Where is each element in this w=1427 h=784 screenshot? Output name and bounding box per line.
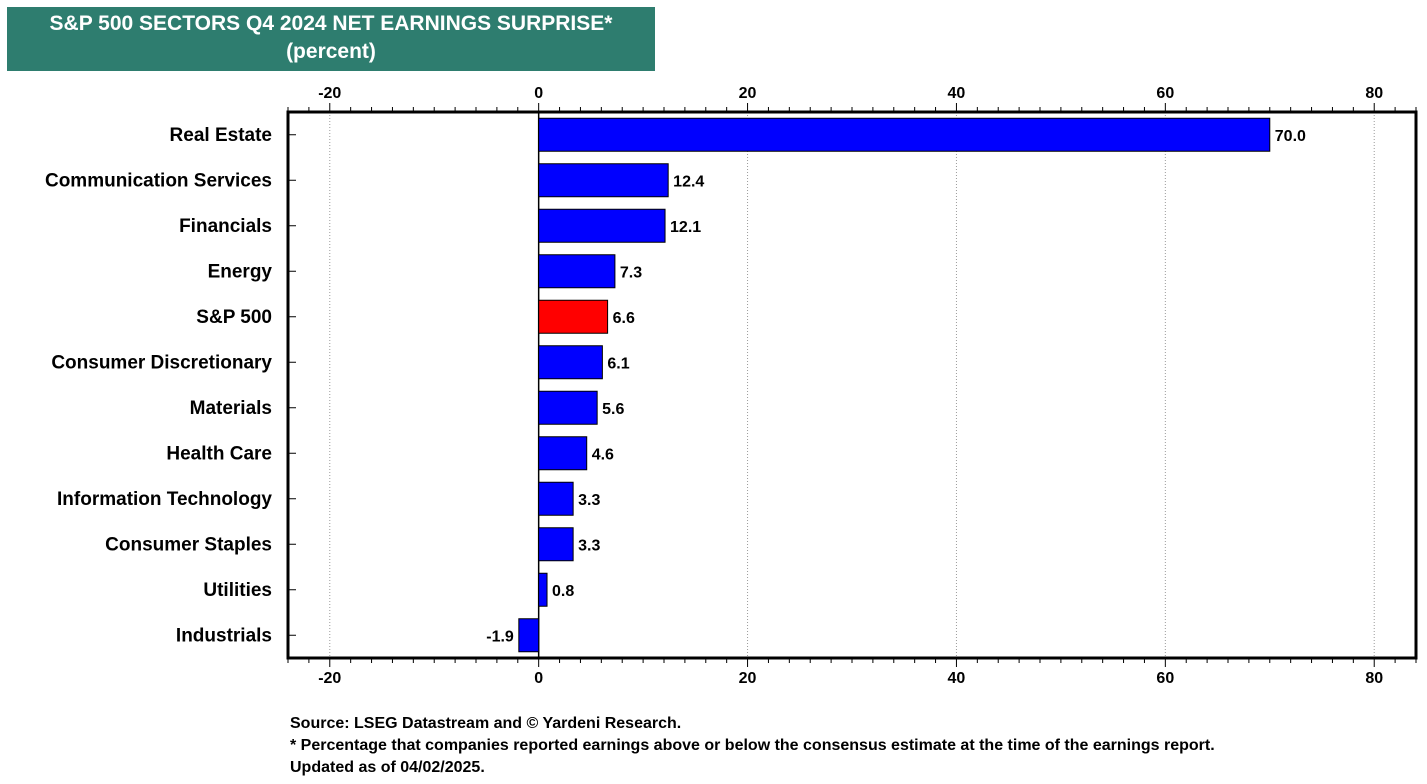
category-label: Consumer Discretionary [51,352,272,373]
bar-chart: -20 -20 0 0 20 20 40 40 60 60 80 80 Real Estate 70.0 C… [45,85,1418,687]
bar [538,527,574,562]
category-label: Industrials [176,625,272,646]
x-tick-label-top: -20 [318,85,341,102]
bar [518,618,540,653]
chart-title: S&P 500 SECTORS Q4 2024 NET EARNINGS SUR… [49,12,613,35]
category-label: Communication Services [45,170,272,191]
category-label: Health Care [166,443,272,464]
bar [538,163,669,198]
data-label: 12.1 [670,219,701,236]
footnote: * Percentage that companies reported ear… [290,737,1215,754]
data-label: 7.3 [620,264,642,281]
plot-border [286,110,1418,660]
category-label: S&P 500 [196,307,272,328]
category-label: Real Estate [170,125,272,146]
x-tick-label-top: 80 [1365,85,1383,102]
chart-subtitle: (percent) [286,40,376,63]
x-tick-label-top: 0 [534,85,543,102]
data-label: 6.6 [613,310,635,327]
bar [538,254,616,289]
x-tick-label-bottom: -20 [318,670,341,687]
x-tick-label-bottom: 60 [1156,670,1174,687]
data-label: 12.4 [673,173,704,190]
category-label: Consumer Staples [105,534,272,555]
data-label: 70.0 [1275,128,1306,145]
bar [538,208,666,243]
x-tick-label-top: 40 [948,85,966,102]
x-tick-label-top: 20 [739,85,757,102]
x-tick-label-bottom: 40 [948,670,966,687]
category-label: Information Technology [57,489,272,510]
bar [538,572,548,607]
bar [538,345,603,380]
chart-notes: Source: LSEG Datastream and © Yardeni Re… [290,713,1215,779]
data-label: 3.3 [578,537,600,554]
x-tick-label-bottom: 20 [739,670,757,687]
data-label: 5.6 [602,401,624,418]
data-label: 0.8 [552,583,574,600]
bar [538,299,609,334]
bar [538,481,574,516]
x-tick-label-bottom: 0 [534,670,543,687]
data-label: 4.6 [592,446,614,463]
x-tick-label-top: 60 [1156,85,1174,102]
category-label: Financials [179,216,272,237]
category-label: Materials [190,398,272,419]
bar [538,390,598,425]
category-label: Utilities [203,580,272,601]
source-note: Source: LSEG Datastream and © Yardeni Re… [290,715,682,732]
data-label: 6.1 [607,355,629,372]
category-label: Energy [208,261,273,282]
x-tick-label-bottom: 80 [1365,670,1383,687]
updated-note: Updated as of 04/02/2025. [290,759,485,776]
chart-title-box: S&P 500 SECTORS Q4 2024 NET EARNINGS SUR… [7,7,655,71]
bar [538,117,1271,152]
data-label: 3.3 [578,492,600,509]
bar [538,436,588,471]
data-label: -1.9 [486,628,514,645]
